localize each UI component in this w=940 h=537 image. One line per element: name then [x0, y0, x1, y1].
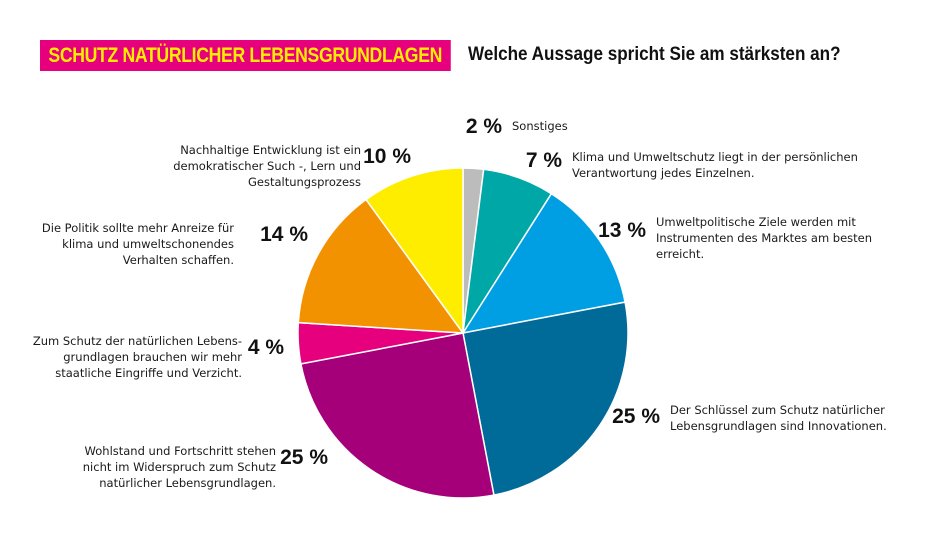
slice-description-line: klima und umweltschonendes: [62, 237, 234, 251]
slice-description-line: Verhalten schaffen.: [123, 253, 234, 267]
slice-description-line: Wohlstand und Fortschritt stehen: [85, 444, 276, 458]
slice-percent-label: 25 %: [612, 405, 660, 428]
pie-slice-3: [462, 301, 629, 496]
pie-slice-2: [461, 192, 626, 335]
slice-description-line: Gestaltungsprozess: [248, 175, 361, 189]
slice-description-label: Nachhaltige Entwicklung ist ein demokrati…: [173, 143, 361, 189]
slice-percent-label: 2 %: [466, 115, 503, 138]
pie-slice-7: [364, 167, 464, 336]
slice-percent-label: 10 %: [363, 145, 411, 168]
slice-description-line: Die Politik sollte mehr Anreize für: [42, 221, 234, 235]
slice-description-label: Die Politik sollte mehr Anreize für klima…: [42, 221, 234, 267]
slice-description-line: demokratischer Such -, Lern und: [173, 159, 361, 173]
slice-description-line: Der Schlüssel zum Schutz natürlicher: [670, 403, 885, 417]
chart-question: Welche Aussage spricht Sie am stärksten …: [468, 44, 841, 65]
slice-description-line: Umweltpolitische Ziele werden mit: [656, 215, 856, 229]
slice-description-label: Zum Schutz der natürlichen Lebens-grundl…: [33, 334, 242, 380]
slice-description-label: Der Schlüssel zum Schutz natürlicher Lebe…: [670, 403, 887, 433]
slice-description-line: nicht im Widerspruch zum Schutz: [83, 460, 276, 474]
slice-description-line: Instrumenten des Marktes am besten: [656, 231, 872, 245]
slice-description-label: Sonstiges: [512, 119, 568, 133]
slice-description-label: Klima und Umweltschutz liegt in der pers…: [572, 150, 858, 180]
slice-description-line: Nachhaltige Entwicklung ist ein: [180, 143, 361, 157]
slice-description-line: natürlicher Lebensgrundlagen.: [99, 476, 276, 490]
topic-badge: SCHUTZ NATÜRLICHER LEBENSGRUNDLAGEN: [40, 40, 451, 71]
slice-percent-label: 4 %: [248, 336, 285, 359]
pie-slice-6: [297, 198, 465, 334]
slice-description-label: Wohlstand und Fortschritt stehen nicht im…: [83, 444, 276, 490]
slice-percent-label: 7 %: [526, 149, 563, 172]
pie-slice-4: [300, 332, 495, 499]
slice-description-line: Sonstiges: [512, 119, 568, 133]
slice-description-line: Zum Schutz der natürlichen Lebens-: [33, 334, 242, 348]
slice-percent-label: 13 %: [598, 219, 646, 242]
slice-percent-label: 25 %: [280, 446, 328, 469]
slice-description-line: grundlagen brauchen wir mehr: [63, 350, 242, 364]
slice-description-label: Umweltpolitische Ziele werden mit Instrum…: [656, 215, 872, 261]
slice-description-line: erreicht.: [656, 247, 704, 261]
slice-percent-label: 14 %: [260, 223, 308, 246]
slice-description-line: staatliche Eingriffe und Verzicht.: [55, 366, 242, 380]
slice-description-line: Klima und Umweltschutz liegt in der pers…: [572, 150, 858, 164]
slice-description-line: Lebensgrundlagen sind Innovationen.: [670, 419, 887, 433]
slice-description-line: Verantwortung jedes Einzelnen.: [572, 166, 755, 180]
